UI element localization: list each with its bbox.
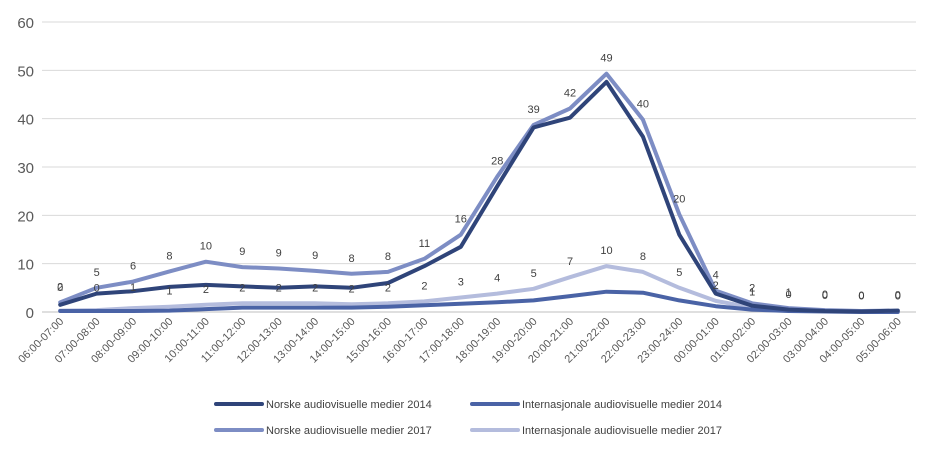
data-label: 2 [239,282,245,294]
data-label: 2 [713,280,719,292]
data-label: 11 [419,238,430,250]
data-label: 5 [94,267,100,279]
data-label: 39 [528,104,540,116]
legend-label: Norske audiovisuelle medier 2017 [266,425,432,437]
y-tick-label: 10 [17,257,34,274]
data-label: 0 [858,291,864,303]
data-label: 49 [600,53,612,65]
y-tick-label: 50 [17,63,34,80]
y-axis: 0 10 20 30 40 50 60 [17,15,34,322]
data-label: 10 [200,241,212,253]
data-label: 42 [564,88,576,100]
data-label: 0 [858,290,864,302]
data-label: 9 [312,250,318,262]
data-label: 2 [203,284,209,296]
data-label: 0 [895,291,901,303]
series-lines [58,71,900,314]
y-tick-label: 0 [26,305,34,322]
data-label: 5 [531,268,537,280]
data-label: 8 [348,253,354,265]
legend-item: Norske audiovisuelle medier 2014 [214,399,432,411]
data-label: 8 [640,251,646,263]
data-label: 8 [385,251,391,263]
data-label: 0 [822,289,828,301]
data-label: 28 [491,156,503,168]
y-tick-label: 30 [17,160,34,177]
x-axis: 06:00-07:0007:00-08:0008:00-09:0009:00-1… [16,316,904,366]
data-label: 5 [676,267,682,279]
data-label: 0 [785,289,791,301]
data-label: 2 [312,282,318,294]
legend-label: Norske audiovisuelle medier 2014 [266,399,432,411]
data-label: 2 [348,283,354,295]
data-label: 4 [494,273,500,285]
legend-label: Internasjonale audiovisuelle medier 2017 [522,425,722,437]
data-label: 2 [57,281,63,293]
data-label: 16 [455,214,467,226]
legend-label: Internasjonale audiovisuelle medier 2014 [522,399,722,411]
data-label: 1 [130,282,136,294]
series-line-1 [58,289,900,314]
data-label: 2 [276,282,282,294]
legend-item: Internasjonale audiovisuelle medier 2014 [470,399,722,411]
data-label: 2 [421,280,427,292]
data-label: 0 [822,290,828,302]
data-label: 3 [458,277,464,289]
data-label: 2 [749,282,755,294]
data-label: 10 [600,245,612,257]
data-label: 7 [567,256,573,268]
data-label: 20 [673,193,685,205]
data-label: 1 [166,286,172,298]
data-label: 9 [239,246,245,258]
data-label: 0 [57,282,63,294]
data-label: 2 [385,282,391,294]
data-label: 8 [166,250,172,262]
y-tick-label: 60 [17,15,34,32]
series-line-0 [58,79,900,314]
data-label: 40 [637,99,649,111]
y-tick-label: 20 [17,208,34,225]
data-label: 6 [130,261,136,273]
y-tick-label: 40 [17,112,34,129]
data-label: 9 [276,248,282,260]
legend: Norske audiovisuelle medier 2014 Internas… [214,399,722,437]
data-label: 0 [94,283,100,295]
legend-item: Internasjonale audiovisuelle medier 2017 [470,425,722,437]
data-label: 4 [713,270,719,282]
series-line-2 [58,71,900,313]
data-label: 1 [749,287,755,299]
data-label: 1 [785,287,791,299]
legend-item: Norske audiovisuelle medier 2017 [214,425,432,437]
data-label: 0 [895,290,901,302]
